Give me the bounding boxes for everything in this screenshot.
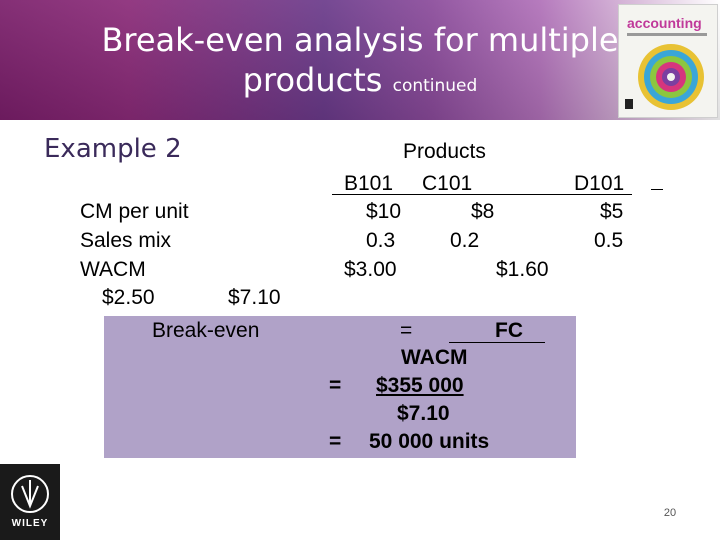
breakeven-fixed-costs: $355 000 (376, 374, 464, 397)
product-d101: D101 (574, 172, 625, 195)
row-label-sales-mix: Sales mix (80, 229, 172, 252)
cm-d101: $5 (600, 200, 624, 223)
title-products: products (242, 61, 383, 99)
breakeven-numerator-fc: FC (495, 319, 523, 342)
breakeven-eq-3: = (329, 430, 342, 453)
breakeven-eq-2: = (329, 374, 342, 397)
row-label-wacm: WACM (80, 258, 146, 281)
wacm-b101: $3.00 (344, 258, 397, 281)
product-b101: B101 (344, 172, 394, 195)
mix-c101: 0.2 (450, 229, 480, 252)
header-banner (0, 0, 720, 120)
book-cover-swirl-art (625, 44, 704, 110)
breakeven-label: Break-even (152, 319, 260, 342)
breakeven-eq-1: = (400, 319, 413, 342)
wacm-total: $7.10 (228, 286, 281, 309)
book-cover-word: accounting (627, 15, 702, 31)
product-c101: C101 (422, 172, 473, 195)
cm-c101: $8 (471, 200, 495, 223)
breakeven-wacm-value: $7.10 (397, 402, 450, 425)
mix-d101: 0.5 (594, 229, 624, 252)
page-number: 20 (663, 507, 677, 519)
header-shade (0, 0, 720, 120)
products-header: Products (403, 140, 486, 163)
wacm-d101: $2.50 (102, 286, 155, 309)
breakeven-denominator-wacm: WACM (401, 346, 468, 369)
example-heading: Example 2 (44, 134, 182, 164)
title-line-2: products continued (60, 60, 660, 106)
wiley-logo-text: WILEY (11, 518, 49, 529)
breakeven-fraction-bar-1 (449, 342, 545, 343)
breakeven-box (104, 316, 576, 458)
products-rule (332, 194, 632, 195)
cm-b101: $10 (366, 200, 402, 223)
products-rule-dash (651, 189, 663, 190)
wiley-logo (0, 464, 60, 540)
title-line-1: Break-even analysis for multiple (101, 21, 619, 59)
wiley-emblem-icon (11, 475, 49, 513)
wacm-c101: $1.60 (496, 258, 549, 281)
title-continued: continued (392, 76, 478, 96)
row-label-cm: CM per unit (80, 200, 189, 223)
book-cover-image: accounting (618, 4, 718, 118)
breakeven-result: 50 000 units (369, 430, 490, 453)
mix-b101: 0.3 (366, 229, 396, 252)
slide-title: Break-even analysis for multiple product… (60, 20, 660, 106)
book-cover-subtitle-bar (627, 33, 707, 36)
